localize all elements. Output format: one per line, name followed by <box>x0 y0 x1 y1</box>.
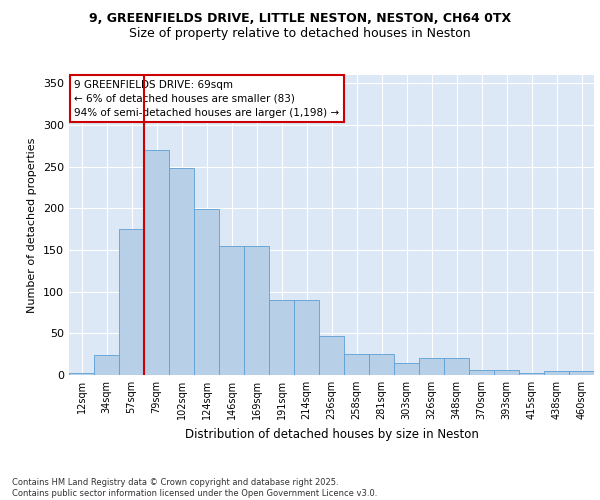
Bar <box>69 374 94 375</box>
Bar <box>519 372 544 375</box>
Text: Size of property relative to detached houses in Neston: Size of property relative to detached ho… <box>129 28 471 40</box>
Bar <box>369 354 394 375</box>
Bar <box>269 300 294 375</box>
Bar <box>494 370 519 375</box>
Bar <box>169 168 194 375</box>
Bar <box>194 209 219 375</box>
Bar <box>544 371 569 375</box>
Bar <box>144 150 169 375</box>
Bar <box>294 300 319 375</box>
Text: 9 GREENFIELDS DRIVE: 69sqm
← 6% of detached houses are smaller (83)
94% of semi-: 9 GREENFIELDS DRIVE: 69sqm ← 6% of detac… <box>74 80 340 118</box>
Text: Contains HM Land Registry data © Crown copyright and database right 2025.
Contai: Contains HM Land Registry data © Crown c… <box>12 478 377 498</box>
Bar <box>394 364 419 375</box>
Bar <box>344 354 369 375</box>
Bar <box>444 358 469 375</box>
Bar <box>244 246 269 375</box>
Text: 9, GREENFIELDS DRIVE, LITTLE NESTON, NESTON, CH64 0TX: 9, GREENFIELDS DRIVE, LITTLE NESTON, NES… <box>89 12 511 26</box>
Bar <box>219 246 244 375</box>
X-axis label: Distribution of detached houses by size in Neston: Distribution of detached houses by size … <box>185 428 478 440</box>
Y-axis label: Number of detached properties: Number of detached properties <box>28 138 37 312</box>
Bar <box>119 229 144 375</box>
Bar <box>319 336 344 375</box>
Bar <box>94 355 119 375</box>
Bar <box>419 358 444 375</box>
Bar <box>569 371 594 375</box>
Bar <box>469 370 494 375</box>
